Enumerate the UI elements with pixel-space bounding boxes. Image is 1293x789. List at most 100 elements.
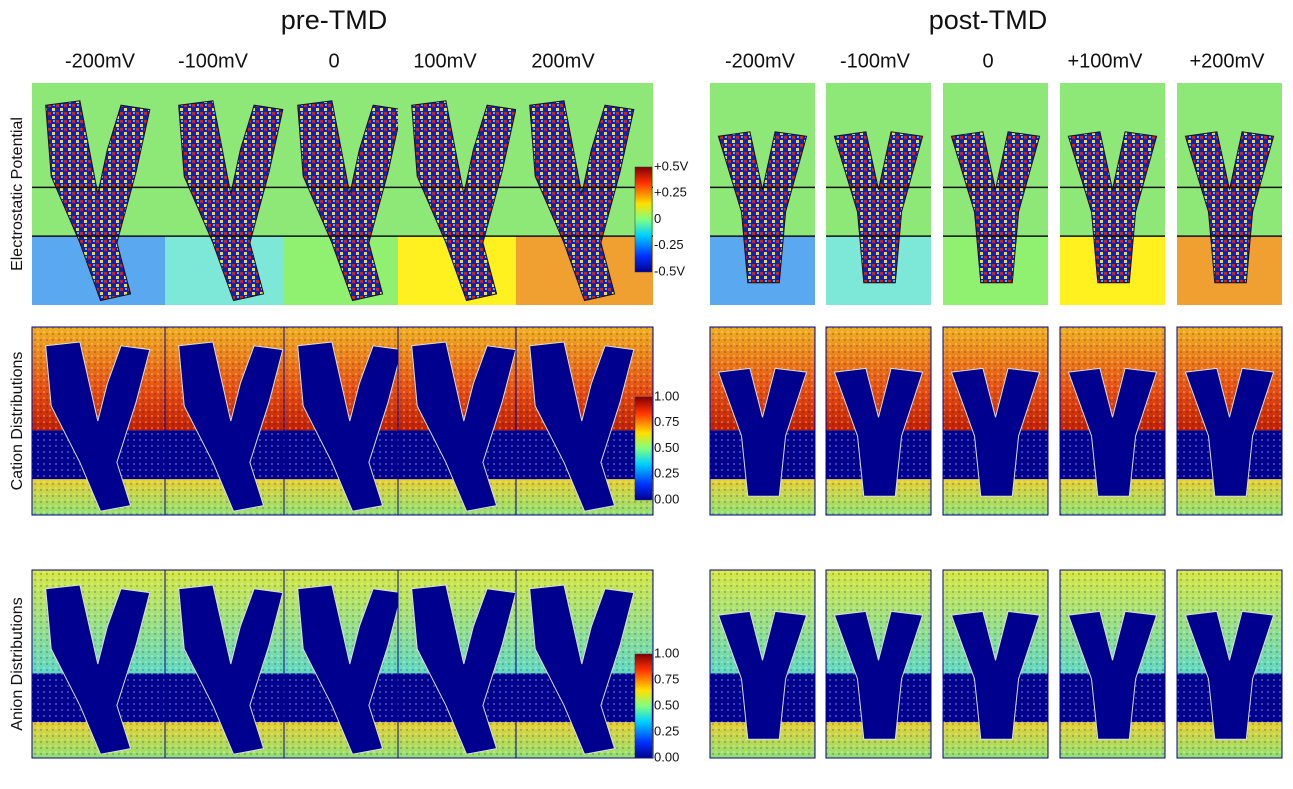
colorbar-label: 1.00 <box>654 645 679 660</box>
colorbar-label: 0.25 <box>654 466 679 481</box>
protein <box>950 367 1041 497</box>
column-label: -100mV <box>178 50 249 72</box>
protein <box>1184 610 1275 740</box>
panel <box>397 569 536 759</box>
protein <box>717 610 808 740</box>
group-title: post-TMD <box>929 5 1048 35</box>
column-label: +100mV <box>1067 50 1143 72</box>
colorbar-label: 0 <box>654 211 661 226</box>
colorbar-label: 0.75 <box>654 414 679 429</box>
protein <box>833 367 924 497</box>
frame <box>942 569 1049 759</box>
colorbar-label: 0.50 <box>654 440 679 455</box>
colorbar-label: 1.00 <box>654 388 679 403</box>
colorbar-label: -0.25 <box>654 237 684 252</box>
protein <box>529 100 635 302</box>
frame <box>515 326 654 516</box>
protein <box>178 584 284 755</box>
row-label: Cation Distributions <box>9 352 26 491</box>
panel <box>709 569 816 759</box>
protein <box>411 341 517 512</box>
panel <box>825 569 932 759</box>
panel <box>31 326 170 516</box>
colorbar <box>634 653 653 759</box>
protein <box>411 584 517 755</box>
panel <box>942 326 1049 516</box>
protein <box>833 610 924 740</box>
labels: pre-TMD -200mV -100mV 0 100mV 200mV post-TMD -2… <box>9 5 1265 764</box>
row-label: Anion Distributions <box>9 597 26 730</box>
frame <box>1059 326 1166 516</box>
panel <box>516 83 653 305</box>
protein <box>45 341 151 512</box>
colorbar-label: 0.50 <box>654 697 679 712</box>
colorbar-label: 0.75 <box>654 671 679 686</box>
protein <box>178 341 284 512</box>
panel <box>515 326 654 516</box>
protein <box>717 131 808 284</box>
panels <box>31 83 1283 759</box>
protein <box>950 131 1041 284</box>
column-label: 200mV <box>531 50 595 72</box>
column-label: +200mV <box>1189 50 1265 72</box>
protein <box>411 100 517 302</box>
group-title: pre-TMD <box>281 5 388 35</box>
panel <box>164 569 303 759</box>
protein <box>1067 367 1158 497</box>
frame <box>942 326 1049 516</box>
frame <box>709 569 816 759</box>
column-label: 0 <box>328 50 339 72</box>
protein <box>297 100 403 302</box>
colorbar-label: 0.00 <box>654 749 679 764</box>
frame <box>825 569 932 759</box>
column-label: 0 <box>982 50 993 72</box>
panel <box>825 326 932 516</box>
panel <box>32 83 169 305</box>
panel <box>164 326 303 516</box>
panel <box>165 83 302 305</box>
colorbar-label: -0.5V <box>654 263 685 278</box>
protein <box>297 341 403 512</box>
panel <box>397 326 536 516</box>
frame <box>515 569 654 759</box>
protein <box>45 100 151 302</box>
protein <box>178 100 284 302</box>
panel <box>943 83 1048 305</box>
panel <box>710 83 815 305</box>
protein <box>1067 610 1158 740</box>
frame <box>825 326 932 516</box>
colorbar-label: +0.5V <box>654 158 689 173</box>
row-label: Electrostatic Potential <box>9 117 26 271</box>
colorbar <box>634 396 653 501</box>
protein <box>950 610 1041 740</box>
protein <box>297 584 403 755</box>
frame <box>1176 326 1283 516</box>
column-label: -100mV <box>840 50 911 72</box>
frame <box>709 326 816 516</box>
protein <box>45 584 151 755</box>
panel <box>1059 326 1166 516</box>
panel <box>1059 569 1166 759</box>
panel <box>31 569 170 759</box>
protein <box>529 341 635 512</box>
frame <box>1059 569 1166 759</box>
panel <box>709 326 816 516</box>
panel <box>1177 83 1282 305</box>
panel <box>1176 569 1283 759</box>
panel <box>942 569 1049 759</box>
column-label: 100mV <box>413 50 477 72</box>
panel <box>1176 326 1283 516</box>
protein <box>717 367 808 497</box>
panel <box>1060 83 1165 305</box>
protein <box>1184 131 1275 284</box>
panel <box>515 569 654 759</box>
protein <box>833 131 924 284</box>
column-label: -200mV <box>65 50 136 72</box>
colorbar-label: +0.25 <box>654 185 687 200</box>
frame <box>1176 569 1283 759</box>
colorbar-label: 0.00 <box>654 491 679 506</box>
colorbar-label: 0.25 <box>654 723 679 738</box>
column-label: -200mV <box>725 50 796 72</box>
protein <box>1067 131 1158 284</box>
